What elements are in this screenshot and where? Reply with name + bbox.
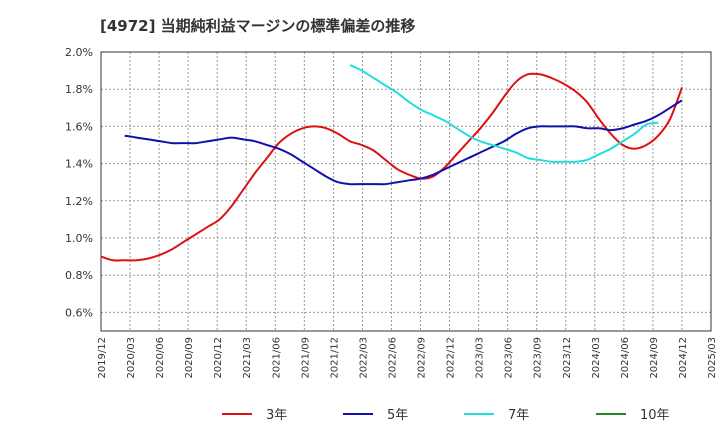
x-axis: 2019/12 2020/03 2020/06 2020/09 2020/12 2021/…: [97, 337, 718, 379]
y-tick-label: 1.4%: [65, 158, 93, 171]
x-tick-label: 2022/06: [387, 337, 398, 379]
y-tick-label: 1.6%: [65, 120, 93, 133]
x-tick-label: 2022/09: [417, 337, 428, 379]
x-tick-label: 2020/03: [126, 337, 137, 379]
x-tick-label: 2023/03: [475, 337, 486, 379]
x-tick-label: 2024/09: [649, 337, 660, 379]
y-tick-label: 1.2%: [65, 195, 93, 208]
x-tick-label: 2023/09: [533, 337, 544, 379]
series-line-7年: [349, 64, 659, 163]
x-tick-label: 2020/12: [213, 337, 224, 379]
y-tick-label: 0.8%: [65, 269, 93, 282]
x-tick-label: 2024/06: [620, 337, 631, 379]
legend-label: 5年: [387, 408, 408, 423]
y-tick-label: 1.8%: [65, 83, 93, 96]
x-tick-label: 2021/06: [271, 337, 282, 379]
grid: [100, 51, 712, 331]
x-tick-label: 2023/12: [562, 337, 573, 379]
plot-frame: [100, 51, 712, 332]
x-tick-label: 2020/09: [184, 337, 195, 379]
y-tick-label: 1.0%: [65, 232, 93, 245]
x-tick-label: 2021/03: [242, 337, 253, 379]
legend-label: 3年: [266, 408, 287, 423]
y-tick-label: 0.6%: [65, 306, 93, 319]
series-line-5年: [124, 99, 683, 186]
y-axis: 2.0% 1.8% 1.6% 1.4% 1.2% 1.0% 0.8% 0.6%: [65, 46, 93, 319]
x-tick-label: 2023/06: [504, 337, 515, 379]
x-tick-label: 2022/12: [446, 337, 457, 379]
x-tick-label: 2020/06: [155, 337, 166, 379]
x-tick-label: 2021/12: [329, 337, 340, 379]
chart-title: [4972] 当期純利益マージンの標準偏差の推移: [100, 17, 416, 35]
x-tick-label: 2024/12: [678, 337, 689, 379]
series-lines: [100, 64, 683, 262]
legend-label: 10年: [640, 408, 670, 423]
x-tick-label: 2021/09: [300, 337, 311, 379]
series-line-3年: [100, 72, 683, 262]
x-tick-label: 2022/03: [358, 337, 369, 379]
x-tick-label: 2024/03: [591, 337, 602, 379]
x-tick-label: 2025/03: [707, 337, 718, 379]
x-tick-label: 2019/12: [97, 337, 108, 379]
legend: 3年 5年 7年 10年: [222, 408, 670, 423]
legend-label: 7年: [508, 408, 529, 423]
y-tick-label: 2.0%: [65, 46, 93, 59]
